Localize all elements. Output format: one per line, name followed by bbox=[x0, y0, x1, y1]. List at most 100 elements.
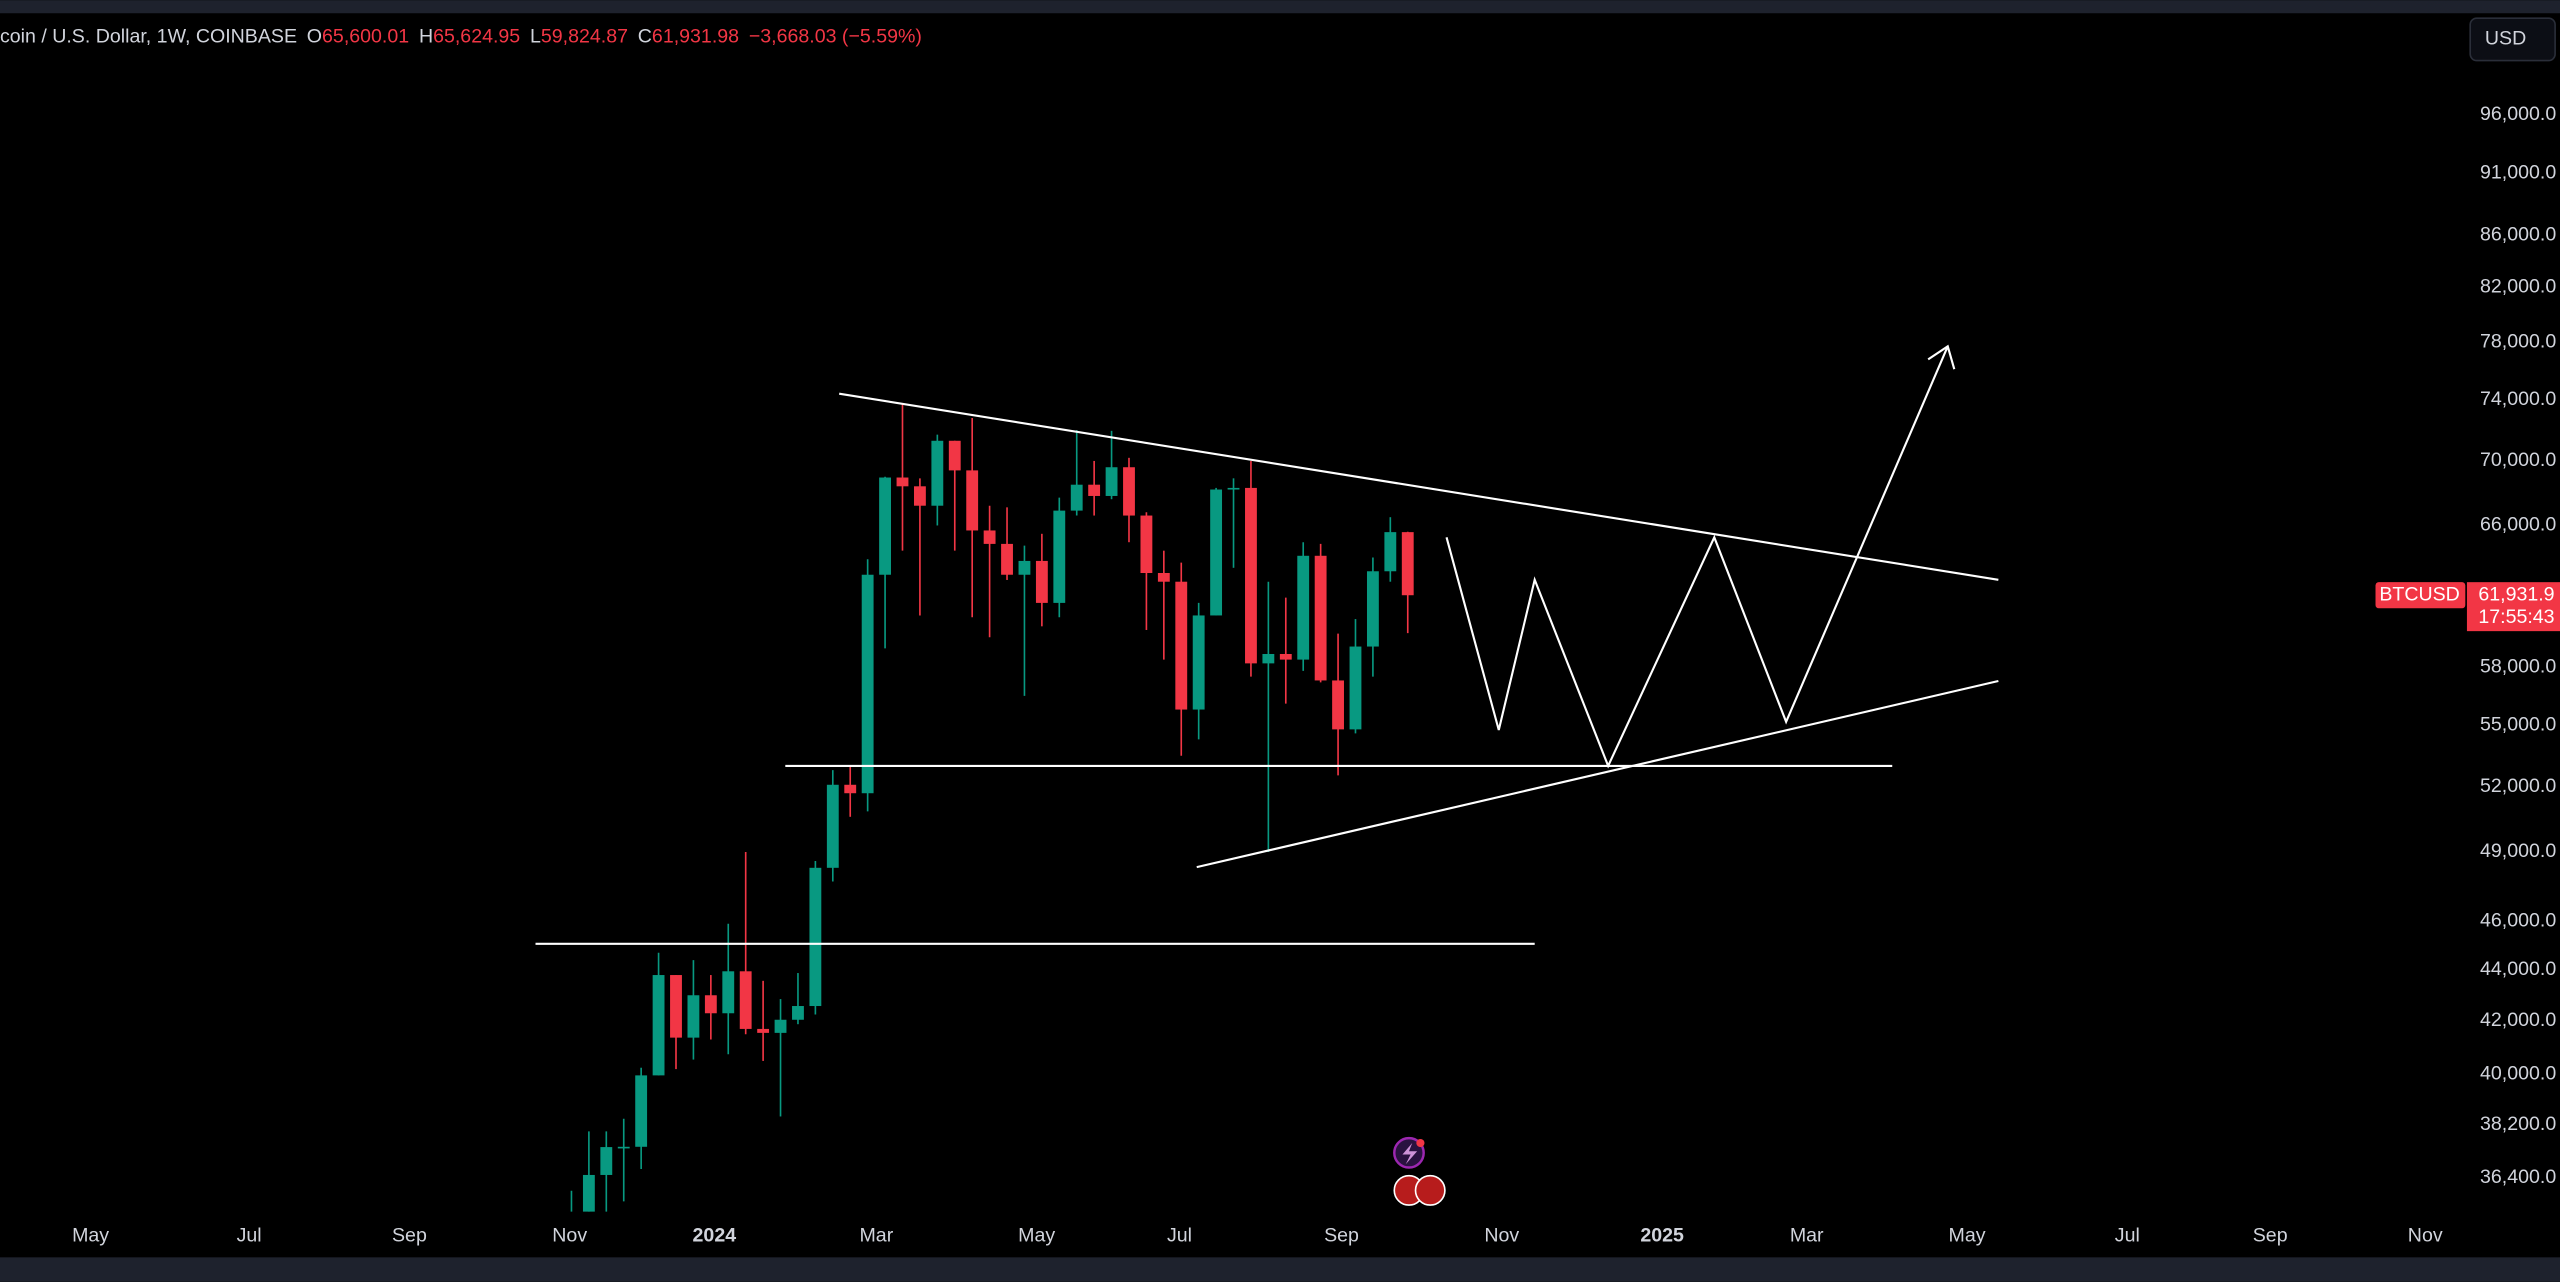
x-tick-label: 2024 bbox=[693, 1224, 737, 1246]
ohlc-key: L bbox=[530, 26, 541, 48]
change: −3,668.03 (−5.59%) bbox=[749, 26, 922, 48]
currency-button[interactable] bbox=[2469, 17, 2556, 62]
candle-body bbox=[1140, 515, 1153, 574]
candle-body bbox=[635, 1075, 648, 1147]
y-tick-label: 91,000.0 bbox=[2480, 161, 2556, 183]
candle-body bbox=[1349, 646, 1362, 730]
candle-body bbox=[652, 975, 665, 1076]
y-tick-label: 58,000.0 bbox=[2480, 655, 2556, 677]
candle-body bbox=[617, 1146, 630, 1149]
candle-body bbox=[670, 975, 682, 1038]
event-dot bbox=[1416, 1138, 1425, 1148]
ohlc-key: O bbox=[307, 26, 322, 48]
y-tick-label: 46,000.0 bbox=[2480, 909, 2556, 931]
ohlc-value: 65,600.01 bbox=[322, 26, 409, 48]
candle-body bbox=[1035, 560, 1048, 603]
projection-path bbox=[1445, 345, 1949, 769]
x-tick-label: Sep bbox=[2253, 1224, 2288, 1246]
currency-label[interactable]: USD bbox=[2485, 28, 2526, 50]
y-tick-label: 74,000.0 bbox=[2480, 388, 2556, 410]
candle-body bbox=[983, 530, 996, 544]
candle-body bbox=[896, 477, 909, 487]
candle-body bbox=[704, 995, 717, 1014]
y-tick-label: 49,000.0 bbox=[2480, 840, 2556, 862]
y-tick-label: 38,200.0 bbox=[2480, 1113, 2556, 1135]
x-tick-label: Sep bbox=[392, 1224, 427, 1246]
time-axis: May Jul Sep Nov 2024 Mar May Jul Sep Nov 2025 Mar Ma… bbox=[72, 1224, 2443, 1246]
y-tick-label: 52,000.0 bbox=[2480, 775, 2556, 797]
candle-body bbox=[1401, 532, 1414, 596]
x-tick-label: Nov bbox=[552, 1224, 587, 1246]
bottom-bar bbox=[0, 1257, 2560, 1282]
price-axis: 96,000.0 91,000.0 86,000.0 82,000.0 78,000.0… bbox=[2480, 103, 2556, 1188]
support-line bbox=[1196, 679, 1999, 869]
candle-body bbox=[826, 784, 839, 868]
candle-body bbox=[931, 440, 944, 506]
candle-body bbox=[879, 477, 891, 575]
candle-body bbox=[722, 971, 735, 1014]
ohlc-key: C bbox=[638, 26, 652, 48]
x-tick-label: Jul bbox=[237, 1224, 262, 1246]
x-tick-label: 2025 bbox=[1640, 1224, 1684, 1246]
candle-body bbox=[1332, 680, 1344, 730]
candle-body bbox=[757, 1028, 770, 1033]
ohlc-key: H bbox=[419, 26, 433, 48]
last-price-bg bbox=[2466, 582, 2560, 632]
x-tick-label: Nov bbox=[1484, 1224, 1519, 1246]
y-tick-label: 70,000.0 bbox=[2480, 449, 2556, 471]
y-tick-label: 78,000.0 bbox=[2480, 330, 2556, 352]
x-tick-label: May bbox=[1949, 1224, 1986, 1246]
x-tick-label: May bbox=[1018, 1224, 1055, 1246]
candle-body bbox=[1105, 467, 1118, 496]
y-tick-label: 36,400.0 bbox=[2480, 1166, 2556, 1188]
y-tick-label: 82,000.0 bbox=[2480, 276, 2556, 298]
x-tick-label: Mar bbox=[860, 1224, 894, 1246]
candles bbox=[570, 402, 1414, 1212]
drawings bbox=[535, 344, 1999, 945]
legend-header: coin / U.S. Dollar, 1W, COINBASE O65,600.… bbox=[0, 26, 922, 48]
price-tag: BTCUSD 61,931.917:55:43 bbox=[2375, 582, 2560, 632]
y-tick-label: 42,000.0 bbox=[2480, 1009, 2556, 1031]
candle-body bbox=[861, 574, 874, 794]
candle-body bbox=[792, 1006, 804, 1020]
event-icons bbox=[1393, 1136, 1446, 1206]
symbol-tag: BTCUSD bbox=[2379, 583, 2460, 605]
candle-body bbox=[1053, 510, 1066, 603]
candle-body bbox=[600, 1147, 613, 1175]
ohlc: O65,600.01 H65,624.95 L59,824.87 C61,931.98 bbox=[307, 26, 739, 48]
countdown: 17:55:43 bbox=[2478, 606, 2554, 628]
lightning bbox=[1402, 1143, 1418, 1165]
last-price: 61,931.9 bbox=[2478, 583, 2554, 605]
candle-body bbox=[1262, 653, 1275, 664]
candle-body bbox=[1279, 653, 1292, 660]
candle-body bbox=[582, 1174, 595, 1212]
ohlc-value: 59,824.87 bbox=[541, 26, 628, 48]
candle-body bbox=[1384, 532, 1397, 572]
y-tick-label: 44,000.0 bbox=[2480, 958, 2556, 980]
x-tick-label: Jul bbox=[2115, 1224, 2140, 1246]
x-tick-label: Nov bbox=[2408, 1224, 2443, 1246]
ohlc-value: 65,624.95 bbox=[433, 26, 520, 48]
resistance-line bbox=[839, 392, 1999, 581]
ohlc-value: 61,931.98 bbox=[652, 26, 739, 48]
candle-body bbox=[1210, 489, 1223, 616]
candle-body bbox=[913, 486, 926, 506]
x-tick-label: May bbox=[72, 1224, 109, 1246]
symbol: coin / U.S. Dollar, 1W, COINBASE bbox=[0, 26, 297, 48]
candle-body bbox=[1018, 560, 1031, 575]
candle-body bbox=[948, 440, 961, 471]
candle-body bbox=[1245, 487, 1257, 664]
flag-icon[interactable] bbox=[1414, 1174, 1446, 1206]
y-tick-label: 86,000.0 bbox=[2480, 223, 2556, 245]
candle-body bbox=[809, 867, 822, 1007]
y-tick-label: 40,000.0 bbox=[2480, 1063, 2556, 1085]
candle-body bbox=[1157, 573, 1170, 582]
candle-body bbox=[1123, 467, 1135, 516]
y-tick-label: 66,000.0 bbox=[2480, 514, 2556, 536]
y-tick-label: 96,000.0 bbox=[2480, 103, 2556, 125]
candle-body bbox=[844, 784, 857, 794]
x-tick-label: Sep bbox=[1324, 1224, 1359, 1246]
